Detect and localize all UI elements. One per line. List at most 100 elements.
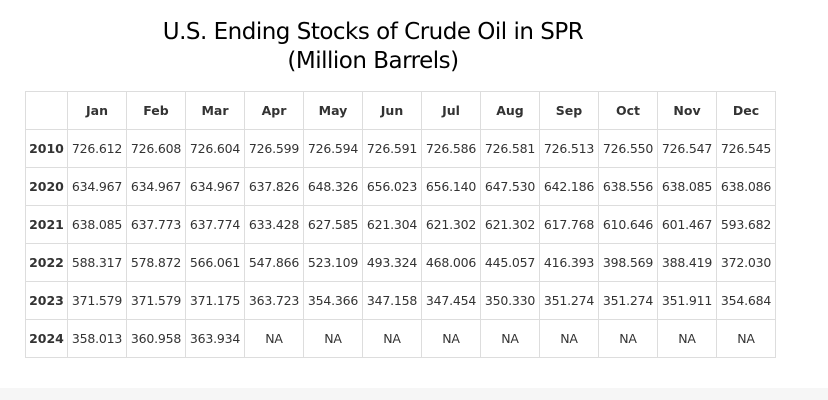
column-header-jun: Jun [362,91,422,130]
column-header-feb: Feb [126,91,186,130]
table-cell: NA [421,319,481,358]
table-cell: 621.304 [362,205,422,244]
table-cell: 638.085 [657,167,717,206]
column-header-aug: Aug [480,91,540,130]
table-cell: 634.967 [67,167,127,206]
table-cell: 656.140 [421,167,481,206]
table-row: 2010 726.612 726.608 726.604 726.599 726.594 7… [25,129,776,168]
table-cell: 445.057 [480,243,540,282]
table-cell: 351.911 [657,281,717,320]
column-header-oct: Oct [598,91,658,130]
table-cell: 621.302 [480,205,540,244]
column-header-sep: Sep [539,91,599,130]
table-cell: 354.684 [716,281,776,320]
table-cell: 726.550 [598,129,658,168]
column-header-nov: Nov [657,91,717,130]
table-cell: 588.317 [67,243,127,282]
corner-cell [25,91,68,130]
page-title: U.S. Ending Stocks of Crude Oil in SPR (… [0,18,746,76]
table-cell: 637.826 [244,167,304,206]
table-cell: NA [303,319,363,358]
table-cell: 363.934 [185,319,245,358]
table-cell: 633.428 [244,205,304,244]
table-cell: NA [362,319,422,358]
column-header-may: May [303,91,363,130]
table-cell: NA [716,319,776,358]
table-cell: 610.646 [598,205,658,244]
table-cell: 398.569 [598,243,658,282]
table-cell: 351.274 [539,281,599,320]
table-cell: 617.768 [539,205,599,244]
table-cell: 648.326 [303,167,363,206]
table-cell: 523.109 [303,243,363,282]
table-cell: 637.774 [185,205,245,244]
table-row: 2020 634.967 634.967 634.967 637.826 648.326 6… [25,167,776,206]
table-cell: 726.547 [657,129,717,168]
table-cell: NA [480,319,540,358]
table-cell: 371.579 [126,281,186,320]
column-header-jan: Jan [67,91,127,130]
title-line-2: (Million Barrels) [287,48,459,74]
table-cell: 347.158 [362,281,422,320]
table-cell: 627.585 [303,205,363,244]
row-header-year: 2020 [25,167,68,206]
table-cell: NA [598,319,658,358]
table-cell: 360.958 [126,319,186,358]
table-row: 2022 588.317 578.872 566.061 547.866 523.109 4… [25,243,776,282]
table-cell: 354.366 [303,281,363,320]
row-header-year: 2023 [25,281,68,320]
table-cell: 726.545 [716,129,776,168]
table-cell: 566.061 [185,243,245,282]
table-cell: 656.023 [362,167,422,206]
table-cell: 358.013 [67,319,127,358]
header-row: Jan Feb Mar Apr May Jun Jul Aug Sep Oct … [25,91,776,130]
table-cell: 642.186 [539,167,599,206]
table-cell: 726.594 [303,129,363,168]
spr-stocks-table: Jan Feb Mar Apr May Jun Jul Aug Sep Oct … [25,91,776,358]
table-cell: 726.612 [67,129,127,168]
table-cell: 601.467 [657,205,717,244]
table-cell: 416.393 [539,243,599,282]
column-header-dec: Dec [716,91,776,130]
table-cell: 593.682 [716,205,776,244]
table-cell: 726.591 [362,129,422,168]
table-cell: 350.330 [480,281,540,320]
table-cell: 578.872 [126,243,186,282]
table-row: 2023 371.579 371.579 371.175 363.723 354.366 3… [25,281,776,320]
table-cell: 726.604 [185,129,245,168]
table-row: 2024 358.013 360.958 363.934 NA NA NA NA NA NA NA N… [25,319,776,358]
column-header-jul: Jul [421,91,481,130]
table-cell: 726.586 [421,129,481,168]
table-cell: 638.086 [716,167,776,206]
table-row: 2021 638.085 637.773 637.774 633.428 627.585 6… [25,205,776,244]
column-header-apr: Apr [244,91,304,130]
table-cell: 647.530 [480,167,540,206]
row-header-year: 2024 [25,319,68,358]
table-cell: 726.608 [126,129,186,168]
row-header-year: 2010 [25,129,68,168]
bottom-band [0,388,828,400]
table-cell: 363.723 [244,281,304,320]
table-cell: 388.419 [657,243,717,282]
table-cell: NA [539,319,599,358]
table-cell: 493.324 [362,243,422,282]
title-line-1: U.S. Ending Stocks of Crude Oil in SPR [162,19,584,45]
column-header-mar: Mar [185,91,245,130]
table-cell: 371.579 [67,281,127,320]
table-cell: 638.085 [67,205,127,244]
table-cell: 638.556 [598,167,658,206]
table-cell: 547.866 [244,243,304,282]
table-cell: 621.302 [421,205,481,244]
row-header-year: 2022 [25,243,68,282]
table-cell: 637.773 [126,205,186,244]
table-cell: 726.599 [244,129,304,168]
table-cell: 351.274 [598,281,658,320]
table-cell: 371.175 [185,281,245,320]
table-cell: 726.513 [539,129,599,168]
table-cell: NA [244,319,304,358]
row-header-year: 2021 [25,205,68,244]
table-cell: 634.967 [185,167,245,206]
table-cell: NA [657,319,717,358]
table-cell: 372.030 [716,243,776,282]
table-cell: 347.454 [421,281,481,320]
